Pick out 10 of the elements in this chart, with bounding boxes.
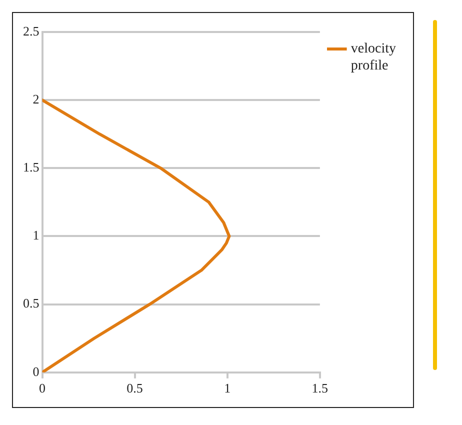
y-tick-label: 2: [32, 92, 40, 106]
y-tick-label: 0.5: [23, 296, 40, 311]
y-tick-label: 1: [32, 228, 40, 243]
x-tick-label: 1.5: [312, 380, 328, 396]
y-tick-label: 0: [32, 364, 40, 379]
x-tick-label: 1: [224, 380, 231, 396]
y-tick-label: 2.5: [23, 23, 40, 38]
y-tick-label: 1.5: [23, 160, 40, 175]
legend-label: velocity profile: [350, 42, 396, 74]
x-tick-label: 0.5: [126, 380, 143, 396]
